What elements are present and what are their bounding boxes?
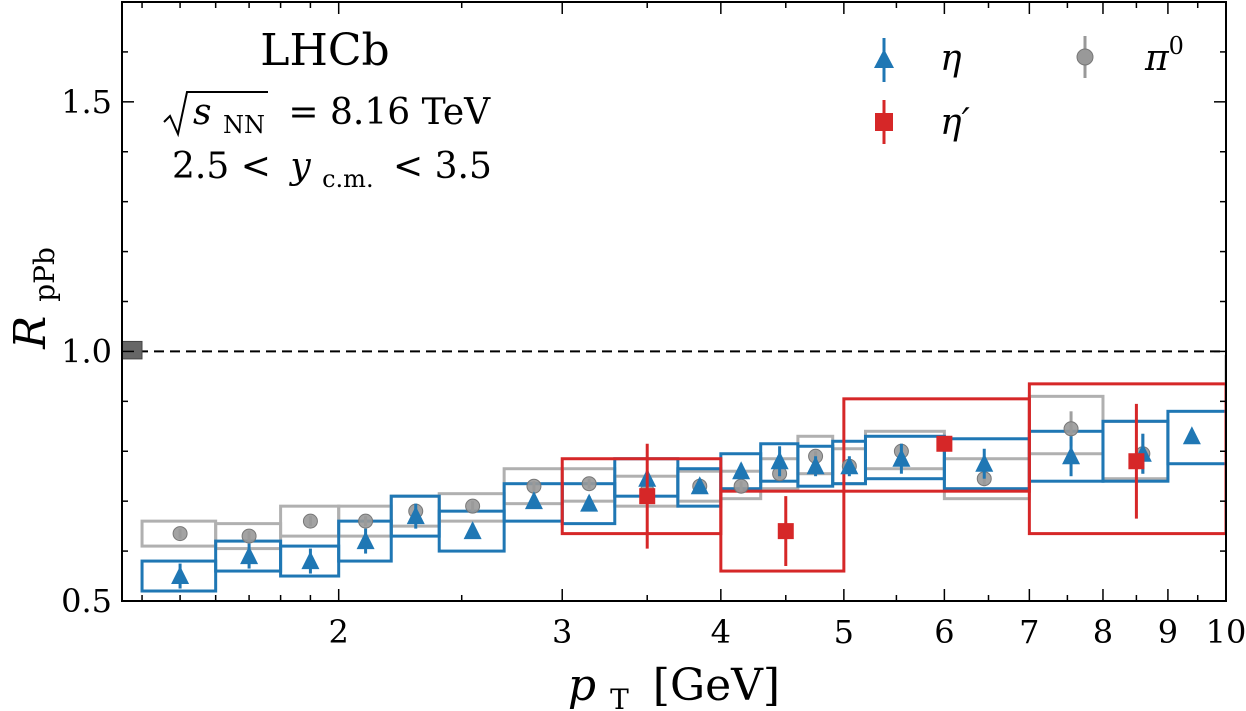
axis-ticks: 2 3 4 5 6 7 8 9 10 0.5 1.0 1.5 bbox=[61, 2, 1246, 651]
legend-eta-triangle-icon bbox=[874, 49, 894, 68]
legend-pi0-name: π bbox=[1144, 38, 1170, 79]
etaprime-syst-box bbox=[719, 489, 846, 573]
legend-etaprime-label: η′ bbox=[940, 102, 970, 143]
eta-marker bbox=[840, 456, 859, 475]
energy-annotation: s NN = 8.16 TeV bbox=[163, 91, 491, 142]
energy-subscript: NN bbox=[223, 111, 265, 139]
y-tick-label: 1.0 bbox=[61, 332, 112, 370]
legend: η η′ π0 bbox=[874, 32, 1184, 144]
rapidity-upper: < 3.5 bbox=[393, 146, 492, 187]
y-tick-label: 0.5 bbox=[61, 582, 112, 620]
x-axis-sub: T bbox=[610, 683, 629, 711]
pi0-marker bbox=[733, 478, 749, 494]
x-axis-var: p bbox=[568, 660, 596, 711]
pi0-marker bbox=[1063, 421, 1079, 437]
x-tick-label: 8 bbox=[1093, 613, 1113, 651]
sqrt-icon bbox=[163, 91, 268, 138]
pi0-marker bbox=[172, 526, 188, 542]
eta-marker bbox=[1182, 426, 1201, 445]
experiment-label: LHCb bbox=[260, 25, 389, 76]
eta-marker bbox=[1062, 446, 1081, 465]
x-axis-label: p T [GeV] bbox=[568, 660, 780, 711]
x-axis-unit: [GeV] bbox=[653, 660, 780, 711]
eta-marker bbox=[580, 493, 599, 512]
x-tick-label: 4 bbox=[711, 613, 731, 651]
eta-marker bbox=[301, 551, 320, 570]
pi0-marker bbox=[526, 478, 542, 494]
y-axis-var: R bbox=[5, 316, 56, 350]
etaprime-syst-box bbox=[1027, 382, 1226, 536]
etaprime-marker bbox=[936, 435, 953, 452]
normalization-uncertainty-box bbox=[121, 340, 143, 360]
eta-syst-box bbox=[140, 559, 218, 593]
rapidity-subscript: c.m. bbox=[322, 165, 373, 193]
eta-marker bbox=[770, 451, 789, 470]
x-tick-label: 9 bbox=[1158, 613, 1178, 651]
legend-pi0-sup: 0 bbox=[1169, 32, 1184, 60]
legend-pi0-circle-icon bbox=[1076, 48, 1094, 66]
svg-text:s NN = 8.16 TeV: s NN = 8.16 TeV bbox=[193, 92, 491, 142]
pi0-marker bbox=[581, 476, 597, 492]
x-tick-label: 3 bbox=[552, 613, 572, 651]
energy-value: = 8.16 TeV bbox=[288, 92, 491, 133]
etaprime-marker bbox=[1128, 453, 1145, 470]
rapidity-var: y bbox=[288, 146, 311, 187]
x-tick-label: 7 bbox=[1019, 613, 1039, 651]
data-points bbox=[171, 403, 1201, 589]
x-tick-label: 5 bbox=[834, 613, 854, 651]
eta-marker bbox=[806, 456, 825, 475]
x-tick-label: 10 bbox=[1206, 613, 1246, 651]
eta-syst-box bbox=[1224, 409, 1226, 466]
eta-syst-box bbox=[1166, 409, 1226, 466]
eta-marker bbox=[406, 506, 425, 525]
etaprime-marker bbox=[639, 488, 656, 505]
x-tick-label: 6 bbox=[934, 613, 954, 651]
pi0-marker bbox=[465, 498, 481, 514]
energy-symbol: s bbox=[193, 92, 211, 133]
legend-eta-label: η bbox=[940, 38, 962, 79]
eta-marker bbox=[690, 476, 709, 495]
eta-marker bbox=[356, 531, 375, 550]
y-axis-sub: pPb bbox=[28, 247, 61, 302]
systematic-boxes bbox=[140, 354, 1226, 593]
x-tick-label: 2 bbox=[329, 613, 349, 651]
pi0-marker bbox=[358, 513, 374, 529]
eta-marker bbox=[892, 448, 911, 467]
y-axis-label: R pPb bbox=[5, 247, 61, 350]
eta-marker bbox=[524, 491, 543, 510]
eta-marker bbox=[975, 453, 994, 472]
legend-pi0-label: π0 bbox=[1144, 32, 1184, 79]
legend-etaprime-square-icon bbox=[875, 113, 893, 131]
etaprime-marker bbox=[777, 523, 794, 540]
eta-marker bbox=[171, 566, 190, 585]
legend-eta: η bbox=[874, 38, 962, 82]
legend-pi0: π0 bbox=[1076, 32, 1184, 79]
eta-marker bbox=[240, 546, 259, 565]
rapidity-annotation: 2.5 < y c.m. < 3.5 bbox=[172, 146, 492, 196]
pi0-marker bbox=[302, 513, 318, 529]
pi0-marker bbox=[241, 528, 257, 544]
rapidity-lower: 2.5 < bbox=[172, 146, 271, 187]
eta-marker bbox=[463, 521, 482, 540]
pi0-syst-box bbox=[1224, 354, 1226, 413]
y-tick-label: 1.5 bbox=[61, 83, 112, 121]
legend-etaprime: η′ bbox=[875, 100, 970, 144]
eta-marker bbox=[732, 461, 751, 480]
